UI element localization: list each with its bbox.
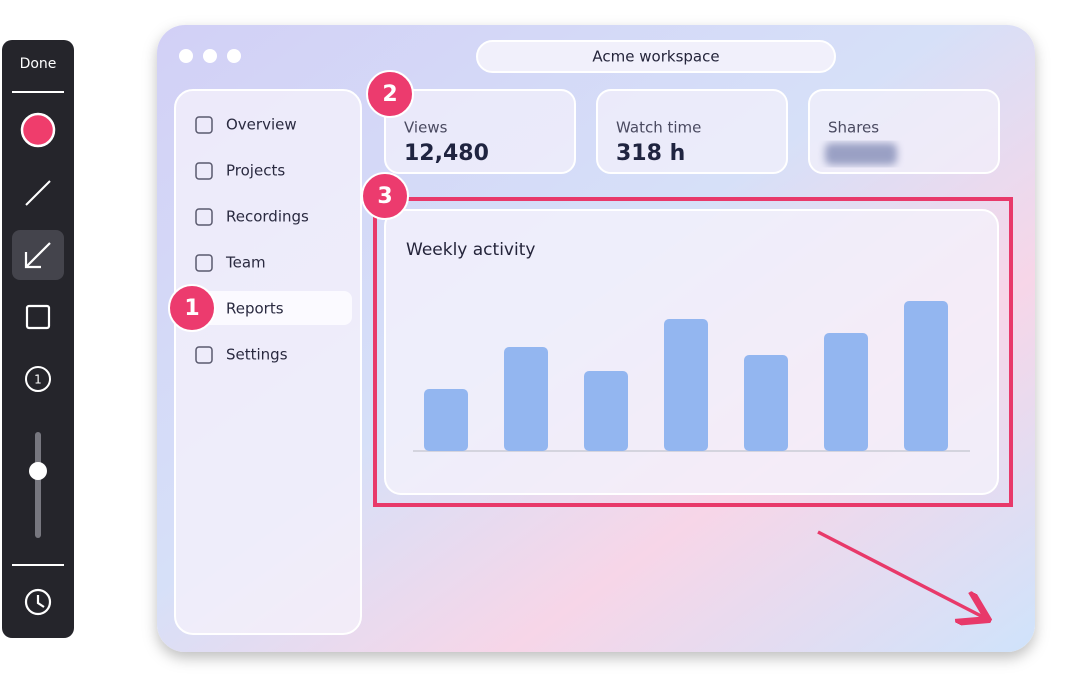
step-marker-label: 2 (382, 82, 397, 107)
arrow (817, 530, 985, 618)
bar (664, 319, 708, 451)
blurred-value (825, 143, 897, 165)
slider-thumb[interactable] (29, 462, 47, 480)
stat-value: 12,480 (404, 141, 489, 166)
nav-item[interactable]: Projects (226, 162, 285, 180)
counter-tool[interactable] (25, 366, 51, 392)
bar (424, 389, 468, 451)
bar (904, 301, 948, 451)
history-icon (36, 595, 45, 608)
sidebar (174, 89, 362, 635)
bar (504, 347, 548, 451)
chart-title: Weekly activity (406, 240, 535, 260)
step-marker (168, 284, 216, 332)
bar (744, 355, 788, 451)
step-marker-label: 3 (377, 184, 392, 209)
bar (824, 333, 868, 451)
nav-item[interactable]: Settings (226, 346, 288, 364)
stat-card (596, 89, 788, 174)
stat-value: 318 h (616, 141, 685, 166)
checkbox[interactable] (195, 116, 213, 134)
checkbox[interactable] (195, 208, 213, 226)
nav-active-bg (175, 291, 352, 325)
color-picker[interactable] (20, 112, 56, 148)
nav-item[interactable]: Recordings (226, 208, 309, 226)
done-button[interactable]: Done (20, 56, 57, 72)
stat-card (384, 89, 576, 174)
rectangle-tool[interactable] (25, 304, 51, 330)
history-tool[interactable] (24, 588, 52, 616)
stat-label: Watch time (616, 119, 701, 137)
checkbox[interactable] (195, 162, 213, 180)
window-dot (203, 49, 217, 63)
stat-label: Shares (828, 119, 879, 137)
counter-tool-label: 1 (34, 373, 42, 387)
nav-item[interactable]: Overview (226, 116, 297, 134)
line-tool[interactable] (25, 180, 51, 206)
step-marker (361, 172, 409, 220)
nav-item[interactable]: Team (225, 254, 266, 272)
bar (584, 371, 628, 451)
highlight-rectangle (373, 197, 1013, 507)
window-title: Acme workspace (592, 48, 719, 66)
stat-label: Views (404, 119, 448, 137)
toolbar (2, 40, 74, 638)
step-marker-label: 1 (184, 296, 199, 321)
size-slider[interactable] (35, 432, 41, 538)
window-dot (179, 49, 193, 63)
arrow-tool-icon (24, 242, 51, 269)
title-bar (476, 40, 836, 73)
checkbox[interactable] (195, 254, 213, 272)
step-marker (366, 70, 414, 118)
nav-item[interactable]: Reports (226, 300, 284, 318)
checkbox[interactable] (195, 346, 213, 364)
window-dot (227, 49, 241, 63)
